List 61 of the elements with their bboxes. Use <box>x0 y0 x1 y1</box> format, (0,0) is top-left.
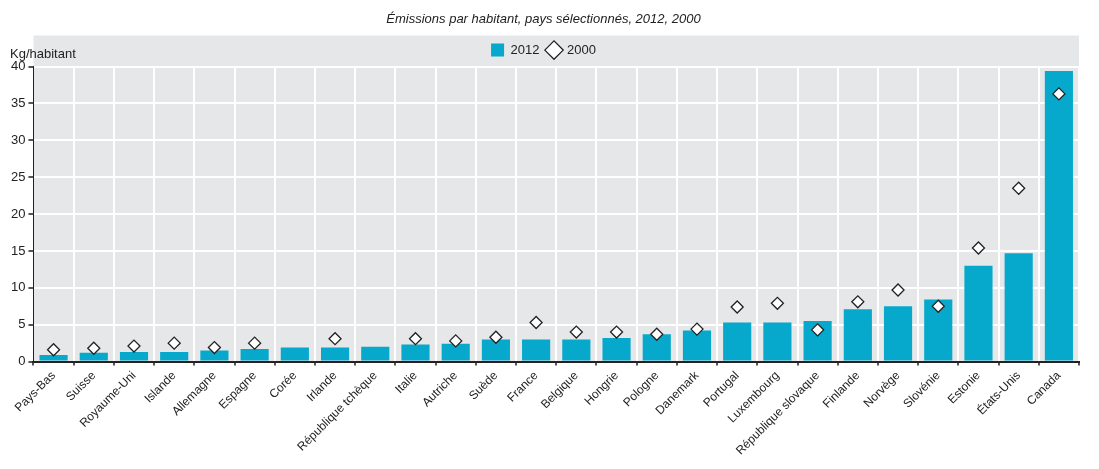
y-tick-label: 30 <box>10 131 26 147</box>
bar <box>682 330 712 361</box>
legend-label: 2012 <box>510 41 540 57</box>
point <box>1012 181 1026 195</box>
point <box>247 336 262 350</box>
point <box>449 334 463 348</box>
point <box>971 241 986 255</box>
point <box>609 325 624 339</box>
point <box>690 322 704 336</box>
y-tick-label: 20 <box>10 205 26 221</box>
bar <box>240 349 269 361</box>
point <box>46 343 61 357</box>
point <box>408 332 423 346</box>
bar <box>1044 71 1073 361</box>
bar <box>602 337 631 361</box>
bar <box>119 351 149 361</box>
y-tick-label: 25 <box>10 168 26 184</box>
bar <box>723 322 752 361</box>
bar <box>883 306 913 361</box>
point <box>1052 87 1066 101</box>
y-tick-label: 5 <box>18 316 26 332</box>
bar <box>924 299 953 361</box>
y-tick-label: 0 <box>18 353 26 369</box>
bar <box>79 352 108 361</box>
bar <box>964 265 993 361</box>
bar <box>843 309 872 361</box>
bar <box>39 354 68 361</box>
point <box>328 332 342 346</box>
bar <box>401 344 430 361</box>
bar <box>200 350 229 361</box>
y-tick-label: 10 <box>10 279 26 295</box>
point <box>851 295 865 309</box>
bar <box>562 339 591 361</box>
point <box>207 340 222 355</box>
bar <box>280 347 309 361</box>
y-tick-label: 15 <box>10 242 26 258</box>
bar <box>803 321 832 361</box>
point <box>529 315 543 330</box>
point <box>87 341 101 355</box>
x-tick-label: Italie <box>392 368 421 397</box>
bar <box>320 347 350 361</box>
point <box>810 323 825 337</box>
point <box>489 330 503 344</box>
bar <box>642 334 671 361</box>
point <box>730 300 744 314</box>
point <box>931 299 945 313</box>
point <box>569 325 583 339</box>
bar <box>763 322 792 361</box>
chart-title: Émissions par habitant, pays sélectionnés, 2012, 2000 <box>386 11 702 27</box>
y-axis-title: Kg/habitant <box>10 45 77 61</box>
point <box>650 327 664 341</box>
bar <box>441 343 470 361</box>
bar <box>481 339 510 361</box>
point <box>770 296 785 310</box>
bar <box>522 339 551 361</box>
bar <box>160 351 189 361</box>
bar <box>1004 253 1033 361</box>
bar <box>361 346 390 361</box>
point <box>167 336 181 350</box>
y-tick-label: 35 <box>10 95 26 111</box>
legend-label: 2000 <box>567 41 596 57</box>
